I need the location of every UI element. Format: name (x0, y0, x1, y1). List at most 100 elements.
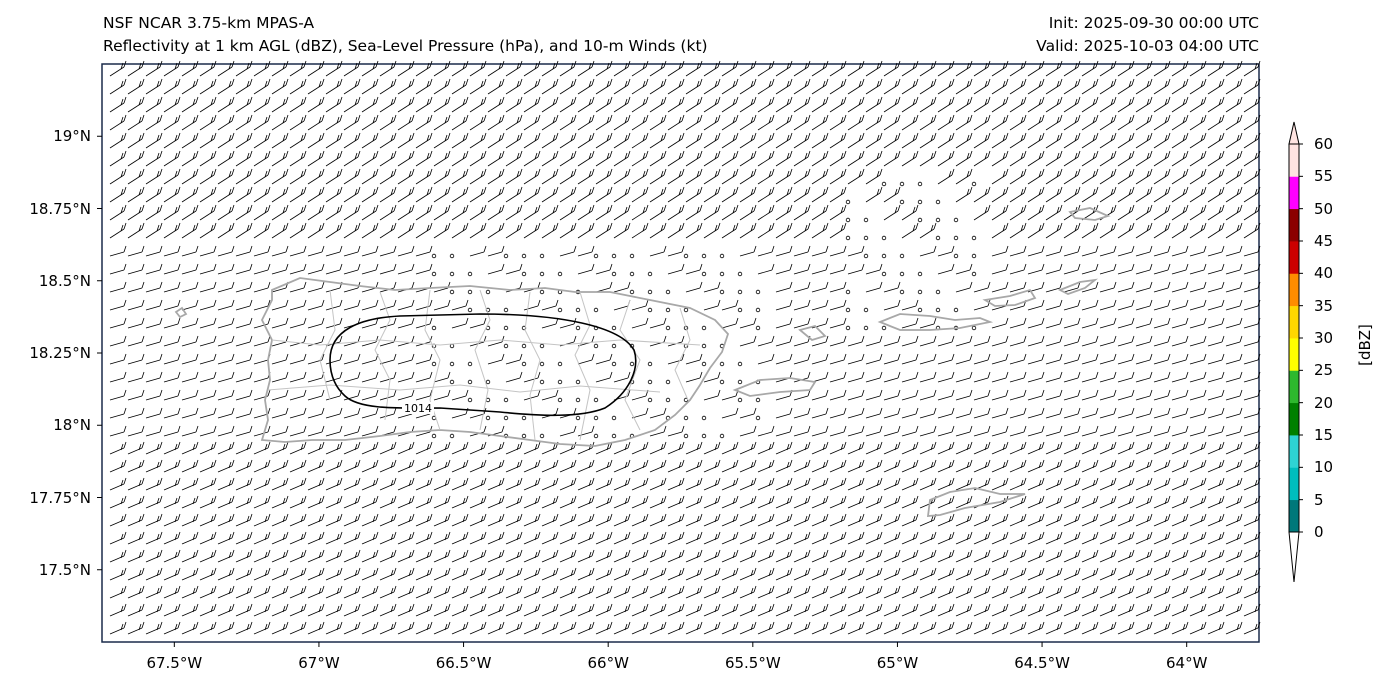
wind-barb (1153, 621, 1171, 635)
wind-barb (1135, 245, 1153, 257)
wind-barb (775, 603, 793, 617)
wind-barb (919, 621, 937, 635)
wind-barb (307, 281, 325, 293)
wind-barb (307, 531, 325, 545)
wind-barb (883, 425, 901, 437)
lon-tick-label: 67.5°W (146, 654, 203, 672)
wind-barb (1117, 477, 1135, 491)
wind-barb (1099, 168, 1117, 185)
wind-barb (757, 425, 775, 437)
wind-barb (199, 132, 217, 149)
wind-barb (829, 425, 847, 437)
wind-barb (523, 168, 541, 185)
wind-barb (667, 477, 685, 491)
wind-barb (1081, 317, 1099, 329)
wind-barb (739, 603, 757, 617)
calm-wind-circle (467, 307, 473, 313)
wind-barb (415, 371, 433, 383)
wind-barb (1063, 441, 1081, 455)
wind-barb (1009, 78, 1027, 95)
wind-barb (991, 513, 1009, 527)
wind-barb (217, 299, 235, 311)
wind-barb (235, 513, 253, 527)
wind-barb (1153, 78, 1171, 95)
wind-barb (775, 132, 793, 149)
calm-wind-circle (971, 235, 977, 241)
wind-barb (595, 60, 613, 77)
wind-barb (307, 585, 325, 599)
wind-barb (721, 621, 739, 635)
wind-barb (1135, 603, 1153, 617)
wind-barb (361, 60, 379, 77)
wind-barb (793, 549, 811, 563)
wind-barb (253, 407, 271, 419)
wind-barb (1063, 407, 1081, 419)
wind-barb (181, 371, 199, 383)
calm-wind-circle (593, 253, 599, 259)
wind-barb (667, 621, 685, 635)
wind-barb (1081, 114, 1099, 131)
wind-barb (991, 245, 1009, 257)
wind-barb (1081, 96, 1099, 113)
wind-barb (217, 389, 235, 401)
wind-barb (811, 96, 829, 113)
colorbar-tick-label: 35 (1314, 296, 1334, 315)
wind-barb (1063, 425, 1081, 437)
wind-barb (253, 150, 271, 167)
calm-wind-circle (503, 397, 509, 403)
wind-barb (1081, 621, 1099, 635)
wind-barb (559, 60, 577, 77)
wind-barb (289, 513, 307, 527)
wind-barb (235, 335, 253, 347)
wind-barb (1063, 317, 1081, 329)
wind-barb (649, 603, 667, 617)
wind-barb (595, 168, 613, 185)
wind-barb (379, 132, 397, 149)
wind-barb (973, 389, 991, 401)
wind-barb (991, 78, 1009, 95)
wind-barb (469, 603, 487, 617)
wind-barb (361, 114, 379, 131)
wind-barb (649, 96, 667, 113)
wind-barb (991, 389, 1009, 401)
wind-barb (487, 222, 505, 239)
wind-barb (451, 204, 469, 221)
wind-barb (1117, 299, 1135, 311)
wind-barb (865, 168, 883, 185)
wind-barb (1153, 407, 1171, 419)
wind-barb (631, 168, 649, 185)
wind-barb (631, 114, 649, 131)
wind-barb (1099, 621, 1117, 635)
wind-barb (235, 425, 253, 437)
wind-barb (181, 245, 199, 257)
wind-barb (1045, 495, 1063, 509)
wind-barb (847, 441, 865, 455)
wind-barb (829, 281, 847, 293)
wind-barb (973, 585, 991, 599)
wind-barb (127, 317, 145, 329)
wind-barb (667, 186, 685, 203)
wind-barb (217, 371, 235, 383)
wind-barb (109, 60, 127, 77)
wind-barb (883, 459, 901, 473)
wind-barb (415, 603, 433, 617)
wind-barb (271, 441, 289, 455)
wind-barb (433, 513, 451, 527)
wind-barb (523, 531, 541, 545)
wind-barb (289, 603, 307, 617)
isobar-1014 (329, 313, 637, 417)
calm-wind-circle (701, 415, 707, 421)
calm-wind-circle (863, 307, 869, 313)
wind-barb (199, 60, 217, 77)
wind-barb (703, 96, 721, 113)
wind-barb (289, 441, 307, 455)
wind-barb (703, 299, 721, 311)
wind-barb (181, 425, 199, 437)
wind-barb (811, 281, 829, 293)
wind-barb (397, 389, 415, 401)
wind-barb (1009, 621, 1027, 635)
wind-barb (127, 78, 145, 95)
wind-barb (127, 204, 145, 221)
wind-barb (361, 549, 379, 563)
